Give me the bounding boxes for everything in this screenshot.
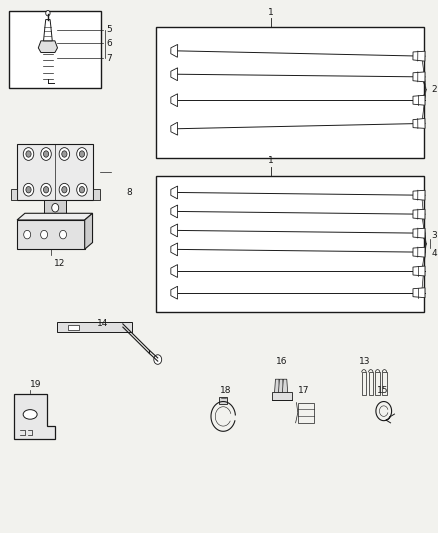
Text: 18: 18 [219, 386, 230, 395]
Bar [219, 397, 226, 404]
Polygon shape [412, 209, 424, 219]
Polygon shape [282, 379, 287, 392]
Circle shape [41, 230, 47, 239]
Text: 3: 3 [430, 231, 436, 240]
Polygon shape [412, 247, 424, 257]
Circle shape [79, 187, 85, 193]
Text: 7: 7 [106, 54, 112, 63]
Text: 15: 15 [376, 386, 387, 395]
Bar [9, 11, 101, 88]
Polygon shape [412, 51, 424, 61]
Polygon shape [170, 94, 177, 107]
Bar [155, 27, 423, 158]
Polygon shape [412, 118, 424, 128]
Text: 5: 5 [106, 25, 112, 34]
Circle shape [153, 355, 161, 365]
Text: 17: 17 [297, 386, 309, 395]
Polygon shape [412, 228, 424, 238]
Circle shape [41, 148, 51, 160]
Circle shape [43, 151, 49, 157]
Text: 8: 8 [126, 188, 131, 197]
Text: 1: 1 [268, 157, 273, 165]
Bar [68, 325, 79, 330]
Bar [17, 220, 85, 249]
Bar [155, 176, 423, 312]
Polygon shape [412, 190, 424, 200]
Polygon shape [14, 394, 55, 439]
Text: 19: 19 [30, 380, 42, 389]
Bar [272, 392, 291, 400]
Circle shape [24, 230, 31, 239]
Circle shape [77, 148, 87, 160]
Polygon shape [170, 286, 177, 299]
Polygon shape [85, 213, 92, 249]
Text: 12: 12 [54, 259, 65, 268]
Polygon shape [170, 243, 177, 256]
Text: 4: 4 [430, 249, 436, 258]
Polygon shape [412, 72, 424, 82]
Circle shape [46, 11, 50, 16]
Text: 1: 1 [268, 7, 273, 17]
Polygon shape [412, 266, 424, 276]
Polygon shape [412, 288, 424, 297]
Circle shape [52, 204, 59, 212]
Circle shape [62, 151, 67, 157]
Polygon shape [170, 122, 177, 135]
Polygon shape [17, 213, 92, 220]
Polygon shape [11, 189, 17, 200]
Circle shape [59, 148, 70, 160]
Polygon shape [170, 224, 177, 237]
Text: 6: 6 [106, 39, 112, 48]
Circle shape [23, 183, 34, 196]
Polygon shape [412, 95, 424, 105]
Circle shape [41, 183, 51, 196]
Bar [17, 144, 93, 200]
Text: 16: 16 [276, 358, 287, 367]
Polygon shape [170, 264, 177, 278]
Polygon shape [170, 205, 177, 218]
Bar [297, 402, 314, 423]
Bar [44, 200, 66, 216]
Polygon shape [170, 186, 177, 199]
Circle shape [77, 183, 87, 196]
Polygon shape [93, 189, 100, 200]
Text: 14: 14 [96, 319, 108, 328]
Polygon shape [274, 379, 279, 392]
Polygon shape [57, 322, 131, 332]
Text: 2: 2 [430, 85, 436, 94]
Circle shape [43, 187, 49, 193]
Circle shape [60, 230, 67, 239]
Polygon shape [170, 44, 177, 57]
Circle shape [79, 151, 85, 157]
Text: 13: 13 [358, 358, 370, 367]
Polygon shape [278, 379, 283, 392]
Ellipse shape [23, 410, 37, 419]
Circle shape [26, 187, 31, 193]
Polygon shape [170, 68, 177, 80]
Circle shape [26, 151, 31, 157]
Polygon shape [43, 20, 52, 41]
Circle shape [59, 183, 70, 196]
Polygon shape [38, 41, 57, 53]
Circle shape [23, 148, 34, 160]
Circle shape [62, 187, 67, 193]
